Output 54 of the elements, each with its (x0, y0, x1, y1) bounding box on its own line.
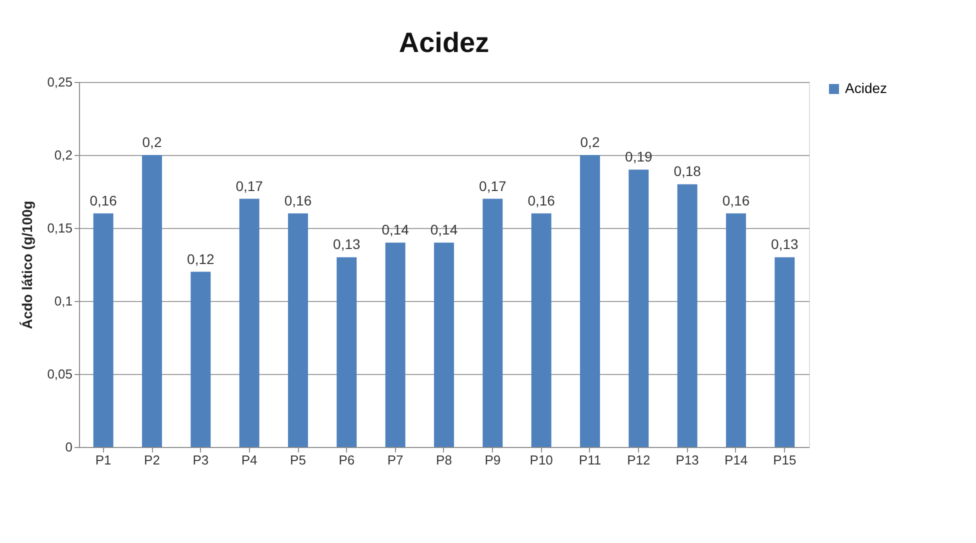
x-tick-label: P1 (95, 452, 112, 468)
x-tick-label: P13 (676, 452, 699, 468)
bar (190, 272, 211, 447)
data-label: 0,16 (528, 192, 556, 208)
bar (288, 213, 308, 447)
bar (628, 170, 649, 447)
data-label: 0,12 (187, 250, 215, 267)
x-tick-label: P14 (724, 452, 748, 468)
y-tick-label: 0,1 (54, 294, 72, 308)
bar (385, 242, 406, 447)
x-tick-label: P2 (144, 452, 160, 468)
x-tick-label: P6 (338, 452, 355, 468)
x-tick-label: P10 (530, 452, 553, 468)
data-label: 0,16 (90, 192, 118, 208)
y-tick-label: 0,2 (54, 148, 72, 162)
bar (142, 155, 162, 447)
data-label: 0,16 (284, 192, 312, 208)
bar (677, 184, 698, 447)
x-tick-label: P11 (578, 452, 602, 468)
data-label: 0,17 (479, 178, 507, 194)
x-tick-label: P7 (387, 452, 404, 468)
y-tick-label: 0,25 (47, 74, 72, 90)
x-tick-label: P9 (484, 452, 501, 468)
x-tick-label: P15 (773, 452, 796, 468)
x-tick-label: P3 (192, 452, 209, 468)
bar (774, 257, 795, 447)
data-label: 0,14 (430, 222, 458, 238)
data-label: 0,18 (674, 163, 702, 180)
data-label: 0,13 (333, 236, 361, 252)
y-tick-label: 0 (65, 440, 72, 454)
data-label: 0,19 (625, 148, 653, 165)
bar (580, 155, 600, 447)
bar (93, 213, 114, 447)
data-label: 0,14 (382, 222, 410, 238)
bar (531, 213, 552, 447)
data-label: 0,2 (580, 134, 600, 150)
data-label: 0,17 (236, 178, 264, 194)
y-tick-label: 0,15 (47, 220, 72, 236)
x-tick-label: P12 (627, 452, 650, 468)
chart-title: Acidez (398, 27, 490, 58)
x-tick-label: P4 (241, 452, 258, 468)
bar (726, 213, 746, 447)
legend-label: Acidez (845, 80, 888, 96)
data-label: 0,2 (142, 134, 162, 150)
x-tick-label: P8 (436, 452, 452, 468)
data-label: 0,13 (771, 236, 799, 252)
x-tick-label: P5 (290, 452, 306, 468)
bar (239, 198, 260, 447)
data-label: 0,16 (722, 192, 750, 208)
bar (434, 242, 454, 447)
y-axis-title: Ácdo lático (g/100g (19, 200, 36, 330)
bar (336, 257, 357, 447)
y-tick-label: 0,05 (47, 366, 72, 382)
bar (482, 198, 503, 447)
